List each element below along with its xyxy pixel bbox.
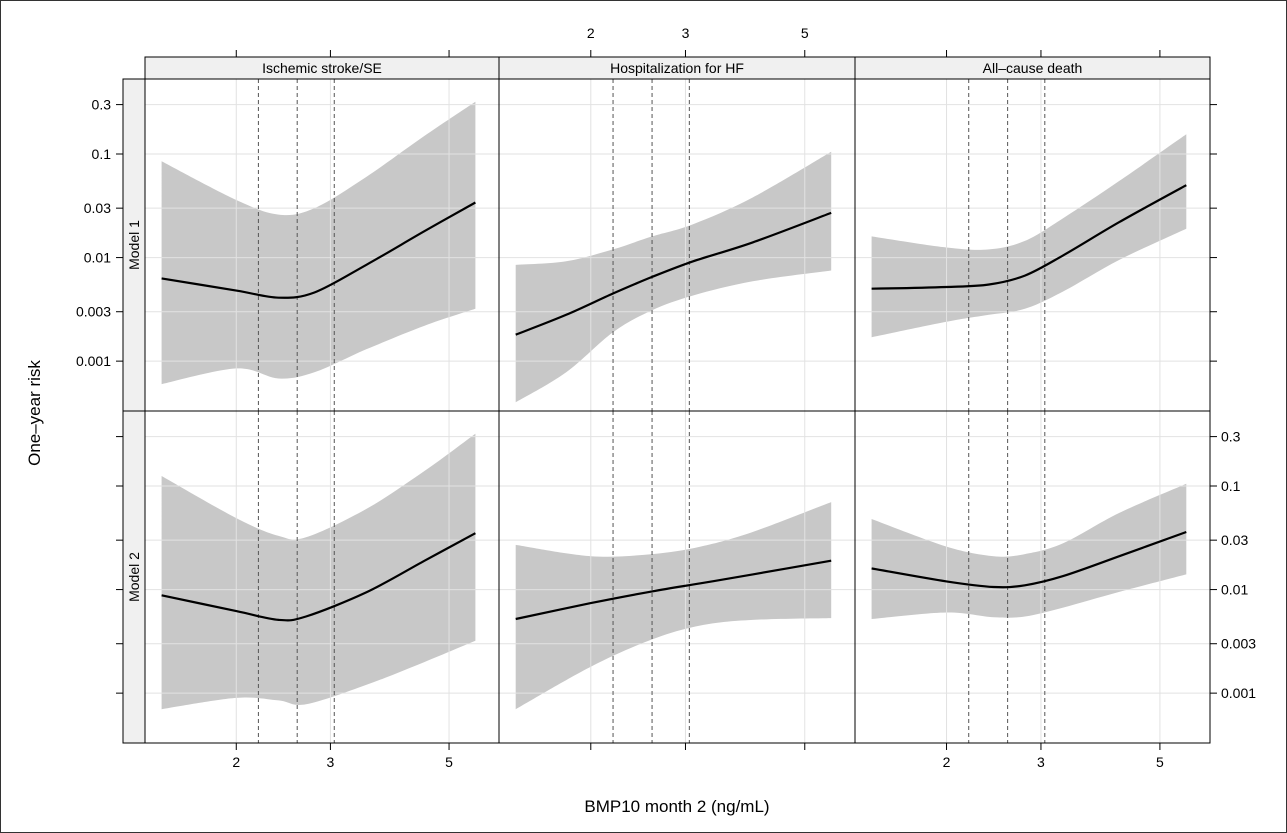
risk-curve-hospitalization-for-hf-row1: [515, 211, 832, 336]
grid-lines: [145, 79, 1210, 743]
confidence-band-ischemic-stroke-se-row1: [161, 101, 476, 385]
x-tick-label: 3: [327, 754, 335, 770]
reference-lines: [257, 79, 1046, 743]
y-tick-label: 0.03: [84, 200, 111, 216]
column-strip: [854, 56, 1211, 80]
series-lines: [161, 184, 1187, 622]
risk-curve-all-cause-death-row2: [871, 530, 1187, 589]
x-axis-label: BMP10 month 2 (ng/mL): [584, 797, 769, 816]
axis-ticks: 2 3 5 2 3 5 2 3 5 0.001 0.003 0.01 0.03 0.1 0.3 0.001 0.…: [76, 25, 1256, 770]
y-tick-label: 0.001: [1221, 685, 1256, 701]
y-tick-label: 0.03: [1221, 532, 1248, 548]
y-tick-label: 0.1: [1221, 478, 1241, 494]
row-strip-label: Model 1: [126, 220, 142, 270]
x-tick-label: 5: [445, 754, 453, 770]
risk-curve-ischemic-stroke-se-row1: [161, 201, 476, 299]
x-tick-label: 3: [682, 25, 690, 41]
confidence-band-ischemic-stroke-se-row2: [161, 433, 476, 710]
y-axis-label: One–year risk: [25, 360, 44, 466]
x-tick-label: 2: [587, 25, 595, 41]
column-strip-label: Hospitalization for HF: [610, 60, 744, 76]
x-tick-label: 2: [943, 754, 951, 770]
x-tick-label: 2: [232, 754, 240, 770]
x-tick-label: 5: [801, 25, 809, 41]
row-strip-label: Model 2: [126, 552, 142, 602]
confidence-band-hospitalization-for-hf-row2: [515, 502, 832, 710]
confidence-band-hospitalization-for-hf-row1: [515, 151, 832, 403]
x-tick-label: 3: [1037, 754, 1045, 770]
y-tick-label: 0.3: [1221, 429, 1241, 445]
panel-strips: Ischemic stroke/SE Hospitalization for HF…: [122, 56, 1211, 744]
risk-curve-hospitalization-for-hf-row2: [515, 559, 832, 621]
risk-curve-ischemic-stroke-se-row2: [161, 532, 476, 622]
confidence-band-all-cause-death-row2: [871, 483, 1187, 619]
risk-curve-all-cause-death-row1: [871, 184, 1187, 290]
panel-border: [854, 410, 1211, 744]
y-tick-label: 0.001: [76, 353, 111, 369]
column-strip-label: All–cause death: [983, 60, 1083, 76]
row-strip: [122, 410, 146, 744]
y-tick-label: 0.003: [1221, 636, 1256, 652]
x-tick-label: 5: [1156, 754, 1164, 770]
column-strip-label: Ischemic stroke/SE: [262, 60, 382, 76]
y-tick-label: 0.3: [92, 97, 112, 113]
y-tick-label: 0.01: [84, 250, 111, 266]
y-tick-label: 0.003: [76, 304, 111, 320]
y-tick-label: 0.1: [92, 146, 112, 162]
y-tick-label: 0.01: [1221, 582, 1248, 598]
